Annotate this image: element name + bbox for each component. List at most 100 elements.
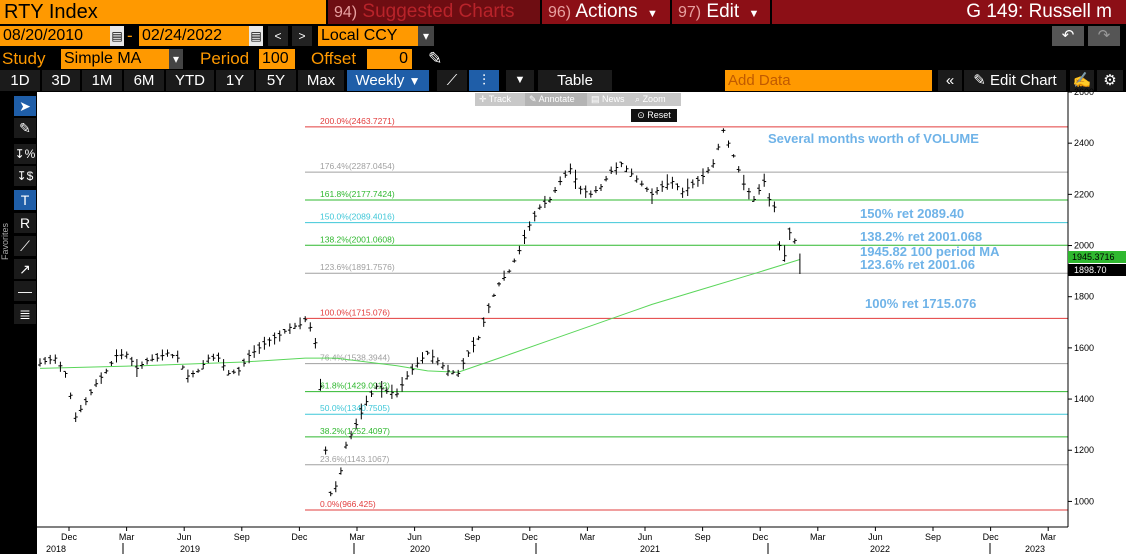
ohlc-bar	[369, 390, 374, 398]
x-month-label: Jun	[638, 532, 653, 542]
fib-price-icon[interactable]: ↧$	[14, 166, 36, 186]
y-axis	[1068, 92, 1126, 554]
caret-down-icon[interactable]: ▾	[169, 49, 183, 69]
edit-menu[interactable]: 97) Edit ▼	[672, 0, 770, 24]
collapse-icon[interactable]: «	[938, 70, 962, 91]
retracement-icon[interactable]: R	[14, 213, 36, 233]
fib-level-label: 150.0%(2089.4016)	[320, 212, 395, 222]
chart-annotation: 1945.82 100 period MA	[860, 244, 1000, 259]
annotate-icon: ✎	[529, 94, 537, 104]
pencil-icon[interactable]: ✎	[428, 49, 443, 68]
range-5y-button[interactable]: 5Y	[256, 70, 296, 91]
calendar-icon[interactable]: ▤	[110, 26, 124, 46]
x-month-label: Sep	[925, 532, 941, 542]
fib-percent-icon[interactable]: ↧%	[14, 144, 36, 164]
range-1d-button[interactable]: 1D	[0, 70, 40, 91]
ticker-field[interactable]: RTY Index	[0, 0, 326, 24]
range-3d-button[interactable]: 3D	[42, 70, 80, 91]
annotations[interactable]: Several months worth of VOLUME 150% ret 2…	[768, 131, 1000, 311]
x-month-label: Jun	[868, 532, 883, 542]
line-chart-icon[interactable]: ⟋	[437, 70, 467, 91]
ohlc-bar	[140, 361, 144, 369]
y-tick-labels: 1000 1200 1400 1600 1800 2000 2200 2400 2600	[1067, 87, 1094, 527]
caret-down-icon: ▼	[408, 74, 421, 88]
suggested-charts-menu[interactable]: 94) Suggested Charts	[328, 0, 540, 24]
reset-button[interactable]: ⊙ Reset	[631, 109, 677, 122]
edit-chart-button[interactable]: ✎ Edit Chart	[964, 70, 1066, 91]
undo-icon[interactable]: ↶	[1052, 26, 1084, 46]
pen-icon[interactable]: ✎	[14, 118, 36, 138]
calendar-icon[interactable]: ▤	[249, 26, 263, 46]
ohlc-bar	[349, 430, 354, 440]
news-icon: ▤	[591, 94, 600, 104]
end-date-input[interactable]: 02/24/2022	[139, 26, 249, 46]
ohlc-bar	[94, 379, 99, 388]
fib-level-label: 0.0%(966.425)	[320, 499, 376, 509]
ohlc-bar	[211, 353, 216, 361]
period-input[interactable]: 100	[259, 49, 295, 69]
study-label: Study	[2, 49, 46, 68]
annotate-tool[interactable]: ✎ Annotate	[525, 93, 589, 106]
study-select[interactable]: Simple MA	[61, 49, 169, 69]
range-6m-button[interactable]: 6M	[124, 70, 164, 91]
ohlc-bar	[257, 342, 262, 354]
ohlc-bar	[711, 159, 716, 168]
start-date-input[interactable]: 08/20/2010	[0, 26, 110, 46]
range-ytd-button[interactable]: YTD	[166, 70, 214, 91]
ohlc-bar	[644, 186, 649, 192]
ohlc-bar	[573, 169, 578, 190]
news-tool[interactable]: ▤ News	[587, 93, 633, 106]
bar-chart-icon[interactable]: ⫶	[469, 70, 499, 91]
range-1y-button[interactable]: 1Y	[216, 70, 254, 91]
ohlc-bar	[43, 356, 48, 365]
offset-label: Offset	[311, 49, 357, 68]
pointer-icon[interactable]: ➤	[14, 96, 36, 116]
edit-icon[interactable]: ✍	[1070, 70, 1094, 91]
y-tick-label: 2600	[1074, 87, 1094, 97]
ohlc-bar	[53, 354, 58, 364]
ray-icon[interactable]: ↗	[14, 259, 36, 279]
ohlc-bar	[63, 370, 68, 378]
trendline-icon[interactable]: ⟋	[14, 236, 36, 256]
ohlc-bar	[481, 317, 486, 327]
table-button[interactable]: Table	[538, 70, 612, 91]
offset-input[interactable]: 0	[367, 49, 412, 69]
channel-icon[interactable]: ≣	[14, 304, 36, 324]
frequency-select[interactable]: Weekly ▼	[347, 70, 429, 91]
ohlc-bar	[690, 179, 695, 189]
ohlc-bar	[83, 397, 88, 406]
ohlc-bar	[675, 183, 680, 191]
range-max-button[interactable]: Max	[298, 70, 344, 91]
currency-select[interactable]: Local CCY	[318, 26, 418, 46]
ohlc-bar	[359, 403, 364, 420]
ohlc-bar	[180, 365, 185, 370]
range-1m-button[interactable]: 1M	[82, 70, 122, 91]
redo-icon[interactable]: ↷	[1088, 26, 1120, 46]
ohlc-bar	[752, 196, 756, 202]
chart-plot-area[interactable]	[37, 92, 1068, 527]
ohlc-bar	[389, 384, 394, 399]
ohlc-bar	[624, 165, 629, 173]
chevron-left-icon[interactable]: <	[268, 26, 288, 46]
ohlc-bar	[298, 317, 303, 330]
horizontal-line-icon[interactable]: ―	[14, 281, 36, 301]
y-tick-label: 1800	[1074, 292, 1094, 302]
chevron-right-icon[interactable]: >	[292, 26, 312, 46]
caret-down-icon[interactable]: ▼	[506, 70, 534, 91]
x-month-label: Dec	[752, 532, 769, 542]
ohlc-bar	[395, 388, 399, 398]
caret-down-icon[interactable]: ▾	[418, 26, 434, 46]
ohlc-bar	[354, 418, 359, 430]
fib-level-label: 38.2%(1252.4097)	[320, 426, 390, 436]
ohlc-bar	[384, 387, 389, 394]
add-data-input[interactable]: Add Data	[725, 70, 932, 91]
text-tool-icon[interactable]: T	[14, 190, 36, 210]
x-month-label: Sep	[695, 532, 711, 542]
zoom-tool[interactable]: ⌕ Zoom	[631, 93, 681, 106]
y-tick-label: 1000	[1074, 496, 1094, 506]
ohlc-bar	[303, 316, 308, 323]
track-tool[interactable]: ✛ Track	[475, 93, 527, 106]
actions-menu[interactable]: 96) Actions ▼	[542, 0, 670, 24]
gear-icon[interactable]: ⚙	[1097, 70, 1123, 91]
ohlc-bar	[99, 372, 104, 384]
